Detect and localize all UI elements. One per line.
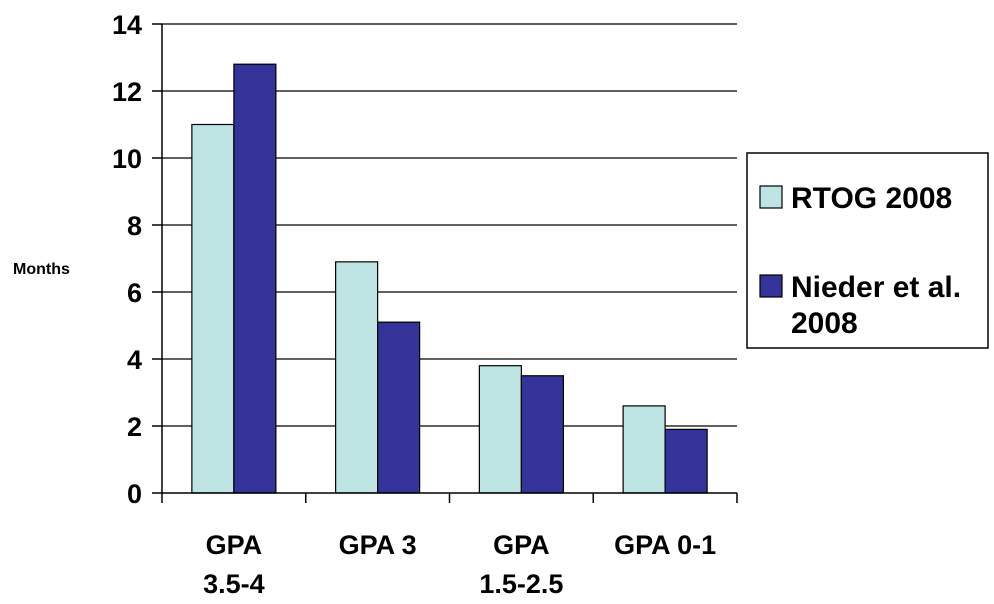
bar (335, 261, 379, 494)
x-category-label: GPA 1.5-2.5 (479, 530, 563, 599)
y-tick-label: 12 (112, 77, 142, 107)
y-tick-label: 4 (127, 345, 142, 375)
bar (377, 321, 421, 494)
y-tick-label: 6 (127, 278, 142, 308)
bar (191, 123, 235, 494)
y-tick-label: 8 (127, 211, 142, 241)
legend-label: Nieder et al. 2008 (791, 271, 961, 340)
axes (152, 23, 738, 503)
legend-label: RTOG 2008 (791, 182, 952, 215)
legend-swatch (759, 274, 783, 298)
bar (622, 405, 666, 494)
bar (664, 428, 708, 494)
y-tick-labels: 0 2 4 6 8 10 12 14 (112, 10, 142, 509)
bars (191, 63, 708, 494)
y-tick-label: 10 (112, 144, 142, 174)
bar (233, 63, 277, 494)
y-tick-label: 14 (112, 10, 142, 40)
legend: RTOG 2008 Nieder et al. 2008 (746, 152, 989, 349)
x-category-labels: GPA 3.5-4 GPA 3 GPA 1.5-2.5 GPA 0-1 (203, 530, 716, 599)
bar (478, 365, 522, 494)
y-axis-label: Months (13, 261, 70, 278)
y-tick-label: 2 (127, 412, 142, 442)
legend-box (746, 152, 989, 349)
x-category-label: GPA 3 (339, 530, 417, 560)
x-category-label: GPA 0-1 (614, 530, 716, 560)
y-tick-label: 0 (127, 479, 142, 509)
x-category-label: GPA 3.5-4 (203, 530, 265, 599)
bar (520, 375, 564, 494)
legend-swatch (759, 185, 783, 209)
